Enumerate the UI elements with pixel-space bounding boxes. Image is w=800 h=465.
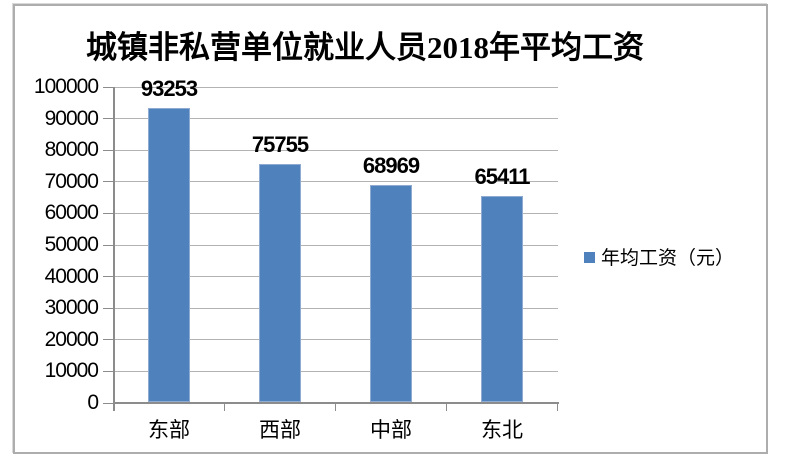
y-axis-label: 50000 <box>44 233 99 256</box>
y-axis-tick <box>102 339 114 341</box>
x-axis-label: 东北 <box>481 418 523 442</box>
legend-series-label: 年均工资（元） <box>601 248 735 269</box>
y-axis-tick <box>102 86 114 88</box>
x-axis-tick <box>224 403 225 411</box>
y-gridline <box>113 86 558 88</box>
y-gridline <box>113 212 558 214</box>
y-axis-label: 0 <box>87 391 99 414</box>
y-axis-label: 10000 <box>44 359 99 383</box>
y-axis-label: 70000 <box>44 169 99 193</box>
y-gridline <box>113 339 558 341</box>
bar <box>481 196 523 402</box>
x-axis-label: 中部 <box>370 418 412 442</box>
legend-marker-swatch <box>584 252 595 263</box>
y-axis-label: 60000 <box>44 201 99 225</box>
y-gridline <box>113 118 558 120</box>
y-axis-tick <box>102 402 114 404</box>
bar <box>370 185 412 402</box>
y-gridline <box>113 307 558 309</box>
y-axis-tick <box>102 149 114 151</box>
y-axis-label: 100000 <box>33 75 99 98</box>
y-axis-line <box>112 87 115 411</box>
bar <box>148 108 190 402</box>
bar <box>259 163 301 402</box>
x-axis-tick <box>335 403 336 411</box>
y-gridline <box>113 370 558 372</box>
y-gridline <box>113 276 558 278</box>
y-axis-tick <box>102 181 114 183</box>
y-gridline <box>113 244 558 246</box>
chart-title: 城镇非私营单位就业人员2018年平均工资 <box>86 30 644 65</box>
y-gridline <box>113 181 558 183</box>
x-axis-label: 东部 <box>148 418 190 442</box>
x-axis-label: 西部 <box>259 418 301 442</box>
y-axis-tick <box>102 276 114 278</box>
bar-value-label: 93253 <box>140 76 198 102</box>
y-axis-tick <box>102 244 114 246</box>
x-axis-tick <box>446 403 447 411</box>
y-axis-label: 30000 <box>44 296 99 320</box>
y-axis-label: 40000 <box>44 264 99 288</box>
legend: 年均工资（元） <box>584 243 734 270</box>
bar-value-label: 68969 <box>362 153 420 179</box>
bar-value-label: 65411 <box>474 164 531 190</box>
y-axis-label: 90000 <box>44 106 99 130</box>
y-axis-tick <box>102 118 114 120</box>
y-gridline <box>113 149 558 151</box>
y-axis-tick <box>102 307 114 309</box>
x-axis-tick <box>557 403 558 411</box>
y-axis-tick <box>102 212 114 214</box>
y-axis-label: 20000 <box>44 327 99 351</box>
x-axis-line <box>113 402 559 404</box>
y-axis-label: 80000 <box>44 138 99 162</box>
y-axis-tick <box>102 370 114 372</box>
bar-value-label: 75755 <box>251 131 309 157</box>
